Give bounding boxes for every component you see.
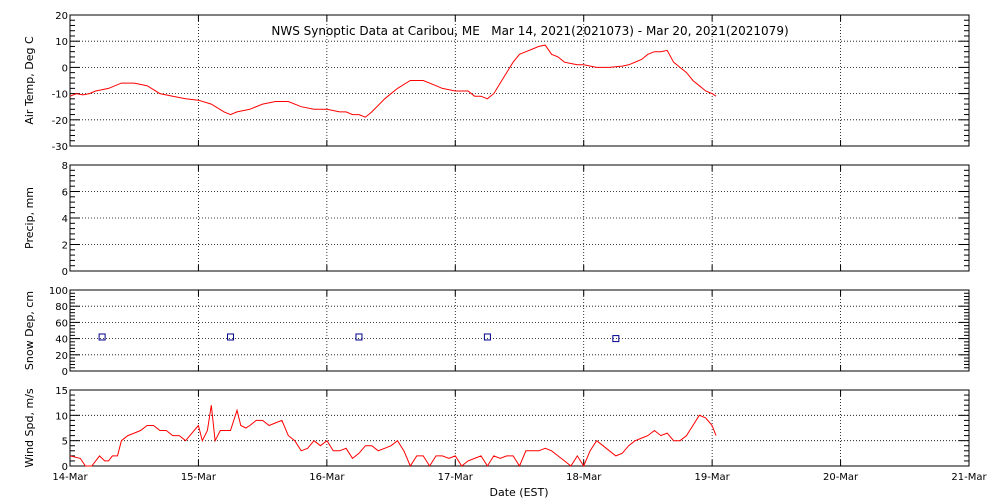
- x-tick-label: 16-Mar: [309, 472, 345, 483]
- y-axis-title: Precip, mm: [23, 187, 36, 249]
- snow-depth-point: [483, 333, 491, 341]
- panel-frame: [69, 14, 970, 147]
- snow-depth-point: [612, 335, 620, 343]
- x-tick-label: 19-Mar: [695, 472, 731, 483]
- y-tick-label: 10: [55, 411, 68, 422]
- y-tick-label: 0: [62, 367, 68, 378]
- chart-title: NWS Synoptic Data at Caribou, ME Mar 14,…: [271, 24, 788, 38]
- panel-air-temp: -30 -20 -10 0 10 20 Air Temp, Deg C: [23, 11, 970, 153]
- y-tick-label: 8: [62, 161, 68, 172]
- y-tick-label: 5: [62, 437, 68, 448]
- x-tick-label: 18-Mar: [566, 472, 602, 483]
- snow-depth-point: [98, 333, 106, 341]
- panel-wind-speed: 0 5 10 15 Wind Spd, m/s: [23, 386, 970, 473]
- y-tick-label: 0: [62, 267, 68, 278]
- y-tick-label: 20: [55, 11, 68, 22]
- y-tick-label: 20: [55, 351, 68, 362]
- panel-frame: [69, 289, 970, 372]
- panel-precip: 0 2 4 6 8 Precip, mm: [23, 161, 970, 278]
- y-tick-label: 4: [62, 214, 68, 225]
- y-tick-label: 0: [62, 462, 68, 473]
- x-axis-title: Date (EST): [489, 486, 548, 499]
- x-tick-label: 14-Mar: [52, 472, 88, 483]
- x-tick-label: 20-Mar: [823, 472, 859, 483]
- y-tick-label: -20: [52, 116, 68, 127]
- snow-depth-point: [355, 333, 363, 341]
- x-tick-label: 15-Mar: [181, 472, 217, 483]
- y-tick-label: 0: [62, 63, 68, 74]
- y-tick-label: 80: [55, 302, 68, 313]
- air-temp-series-line: [69, 44, 717, 118]
- y-tick-label: 100: [49, 286, 68, 297]
- y-tick-label: 15: [55, 386, 68, 397]
- chart-panels: -30 -20 -10 0 10 20 Air Temp, Deg C 0 2 4 6 8 Precip…: [23, 11, 970, 473]
- x-tick-label: 21-Mar: [951, 472, 987, 483]
- y-tick-label: 2: [62, 241, 68, 252]
- wind-speed-series-line: [69, 405, 717, 468]
- panel-snow-depth: 0 20 40 60 80 100 Snow Dep, cm: [23, 286, 970, 378]
- panel-frame: [69, 164, 970, 272]
- y-tick-label: -10: [52, 90, 68, 101]
- x-axis: 14-Mar 15-Mar 16-Mar 17-Mar 18-Mar 19-Mar 20-M…: [52, 472, 987, 483]
- y-axis-title: Air Temp, Deg C: [23, 36, 36, 125]
- y-tick-label: 40: [55, 335, 68, 346]
- x-tick-label: 17-Mar: [438, 472, 474, 483]
- y-tick-label: -30: [52, 142, 68, 153]
- y-axis-title: Wind Spd, m/s: [23, 388, 36, 468]
- y-tick-label: 60: [55, 318, 68, 329]
- y-tick-label: 6: [62, 188, 68, 199]
- y-axis-title: Snow Dep, cm: [23, 291, 36, 370]
- snow-depth-point: [227, 333, 235, 341]
- y-tick-label: 10: [55, 37, 68, 48]
